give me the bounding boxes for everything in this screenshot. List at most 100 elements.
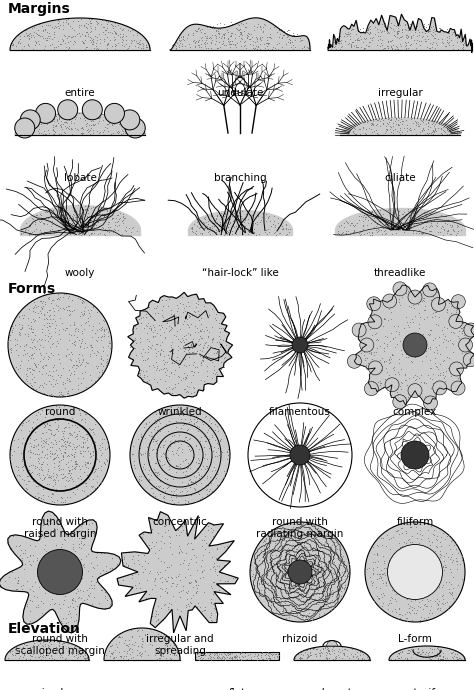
Point [64,300,72,311]
Point [89,228,96,239]
Point [399,646,406,657]
Point [110,224,118,235]
Point [209,526,216,538]
Point [446,26,453,37]
Point [180,302,188,313]
Point [191,219,198,230]
Point [73,526,80,537]
Point [404,286,412,297]
Point [66,578,74,589]
Point [402,525,410,536]
Point [365,41,372,52]
Point [99,355,106,366]
Point [175,372,182,383]
Point [188,226,195,237]
Point [191,362,199,373]
Point [392,607,400,618]
Point [435,118,443,129]
Point [264,34,271,46]
Point [48,578,56,589]
Point [174,402,182,413]
Point [158,434,165,445]
Point [72,216,80,227]
Point [51,379,59,390]
Point [27,32,34,43]
Point [88,424,95,435]
Point [65,42,73,53]
Point [220,29,228,40]
Point [20,344,28,355]
Point [373,226,381,237]
Point [50,653,57,664]
Point [169,382,176,393]
Point [40,388,48,399]
Point [396,608,403,619]
Point [50,524,57,535]
Point [253,219,261,230]
Point [175,34,182,46]
Point [99,22,107,33]
Point [42,587,49,598]
Point [141,628,149,639]
Point [44,408,52,419]
Point [26,605,34,616]
Point [53,469,61,480]
Point [175,410,182,421]
Point [30,302,38,313]
Point [397,384,404,395]
Point [428,373,436,384]
Point [184,461,192,472]
Point [400,227,408,238]
Point [66,441,73,452]
Point [155,642,163,653]
Point [413,557,420,568]
Point [34,481,42,492]
Point [216,342,223,353]
Point [242,21,249,32]
Point [387,653,395,664]
Point [452,555,459,566]
Point [359,221,366,232]
Point [206,647,214,658]
Point [151,457,159,469]
Point [313,542,320,553]
Point [189,346,196,357]
Point [401,18,409,29]
Point [185,417,193,428]
Point [123,645,131,656]
Point [379,298,387,309]
Point [190,370,197,381]
Point [130,460,137,471]
Point [319,592,327,603]
Point [428,312,436,323]
Point [388,211,396,222]
Point [259,575,266,586]
Point [410,34,418,46]
Point [166,634,173,645]
Point [170,330,178,341]
Point [336,651,343,662]
Point [24,599,31,610]
Point [67,611,75,622]
Point [358,647,366,658]
Point [27,128,35,139]
Point [101,121,109,132]
Point [429,126,437,137]
Point [85,200,92,211]
Point [22,373,29,384]
Point [359,212,366,223]
Point [27,649,34,660]
Point [76,310,83,322]
Point [174,302,182,313]
Point [198,554,205,565]
Point [8,645,16,656]
Point [394,525,402,536]
Point [11,650,19,661]
Point [388,348,396,359]
Point [17,549,24,560]
Point [57,120,64,131]
Point [360,653,367,664]
Point [314,548,321,559]
Point [66,465,73,476]
Point [156,349,164,360]
